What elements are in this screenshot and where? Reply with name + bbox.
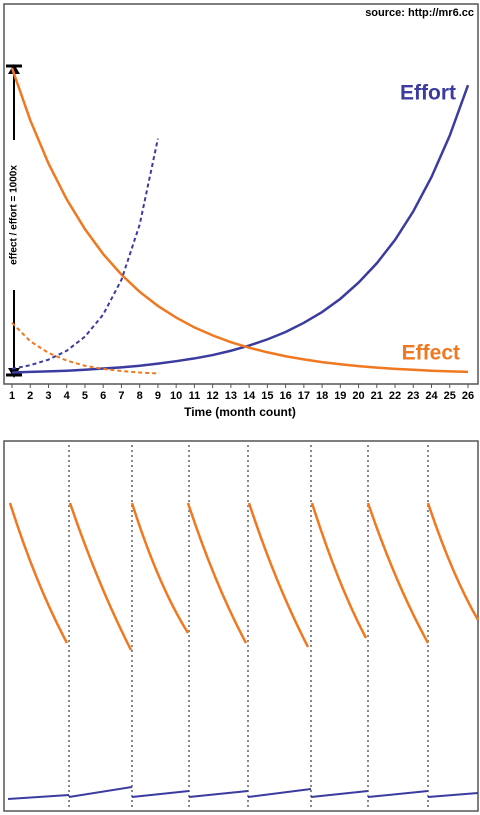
x-tick-label: 19 xyxy=(334,390,346,402)
x-tick-label: 24 xyxy=(425,390,438,402)
x-tick-label: 11 xyxy=(189,390,201,402)
plot-frame xyxy=(3,3,479,385)
x-tick-label: 14 xyxy=(243,390,256,402)
x-tick-label: 9 xyxy=(155,390,161,402)
x-tick-label: 23 xyxy=(407,390,419,402)
x-tick-label: 16 xyxy=(279,390,291,402)
effect-cycles xyxy=(8,502,480,651)
panel-frame xyxy=(3,440,479,812)
x-tick-label: 7 xyxy=(118,390,124,402)
x-tick-label: 18 xyxy=(316,390,328,402)
x-tick-label: 20 xyxy=(352,390,364,402)
cycle-panel xyxy=(3,440,480,812)
x-tick-label: 3 xyxy=(45,390,51,402)
x-tick-label: 26 xyxy=(462,390,474,402)
x-tick-label: 4 xyxy=(64,390,71,402)
series-label: Effort xyxy=(400,82,456,105)
line xyxy=(10,67,469,374)
x-tick-label: 22 xyxy=(389,390,401,402)
chart: source: http://mr6.cc Time (month count)… xyxy=(3,3,479,419)
x-tick-label: 13 xyxy=(225,390,237,402)
x-tick-label: 5 xyxy=(82,390,88,402)
effort-cycles xyxy=(7,786,479,800)
x-tick-label: 25 xyxy=(444,390,456,402)
annotation: effect / effort = 1000x xyxy=(9,165,20,265)
x-tick-label: 1 xyxy=(9,390,15,402)
x-tick-label: 15 xyxy=(261,390,273,402)
x-tick-label: 6 xyxy=(100,390,106,402)
line xyxy=(11,84,470,374)
x-tick-label: 2 xyxy=(27,390,33,402)
x-tick-label: 10 xyxy=(170,390,182,402)
x-tick-label: 8 xyxy=(137,390,143,402)
x-tick-label: 17 xyxy=(298,390,310,402)
cycle-dividers xyxy=(68,445,429,810)
annotation-bg xyxy=(8,140,20,290)
series-label: Effect xyxy=(402,342,460,365)
x-tick-label: 12 xyxy=(207,390,219,402)
dashed-line xyxy=(11,322,158,375)
x-axis-label: Time (month count) xyxy=(184,405,296,419)
x-tick-label: 21 xyxy=(371,390,383,402)
source-label: source: http://mr6.cc xyxy=(365,7,474,19)
dashed-line xyxy=(11,138,159,370)
